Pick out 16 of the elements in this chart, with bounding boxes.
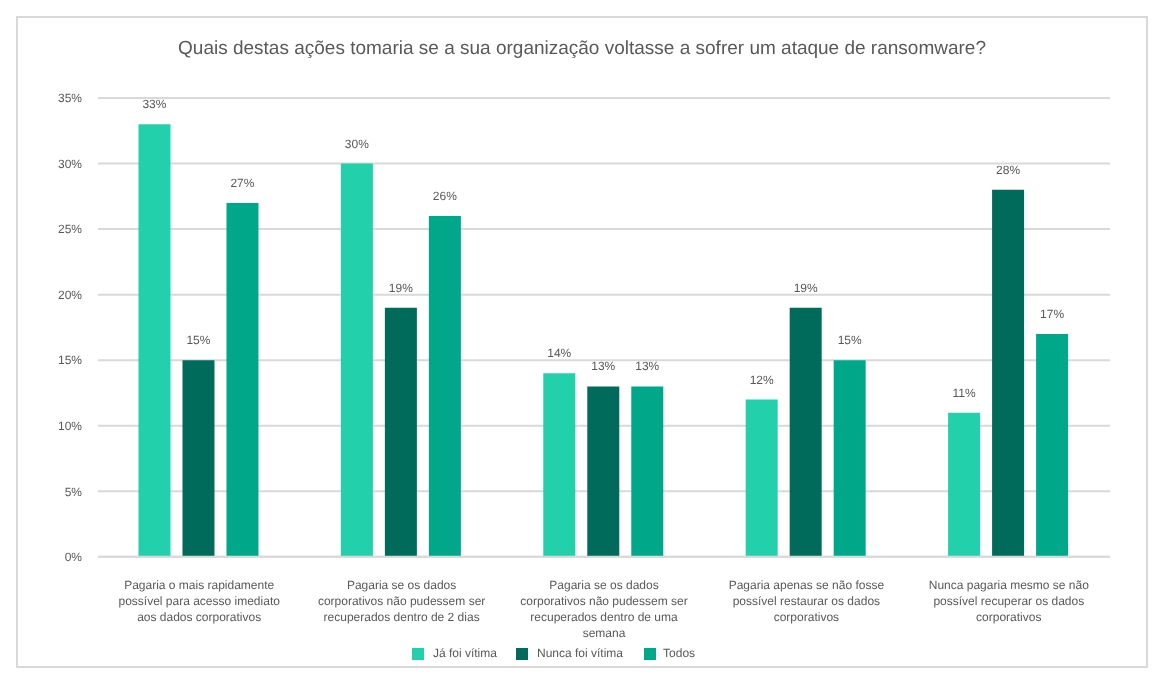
bar (789, 307, 822, 557)
bar (631, 386, 664, 557)
bar (428, 215, 461, 557)
chart-title: Quais destas ações tomaria se a sua organização voltasse a sofrer um ataque de ransomware? (176, 36, 988, 64)
bar (587, 386, 620, 557)
bar (138, 124, 171, 557)
bar (992, 189, 1025, 557)
bar (226, 202, 259, 557)
bar (833, 360, 866, 557)
bar (384, 307, 417, 557)
bar (1036, 333, 1069, 557)
bar (182, 360, 215, 557)
bar (543, 373, 576, 557)
bar (340, 163, 373, 557)
bar (745, 399, 778, 557)
bar (948, 412, 981, 557)
